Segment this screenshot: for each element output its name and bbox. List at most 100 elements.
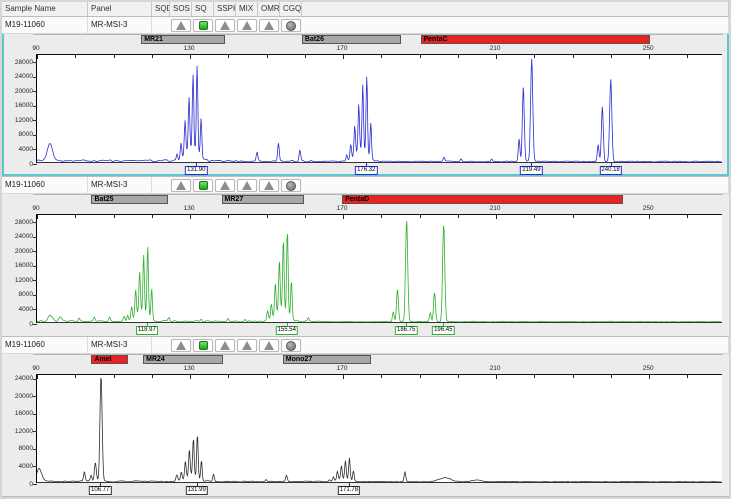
x-tick-mark xyxy=(151,55,153,58)
flag-omr-button[interactable] xyxy=(259,179,279,192)
column-header-sqd[interactable]: SQD xyxy=(152,2,170,16)
x-tick-label: 130 xyxy=(183,365,195,372)
trace-line xyxy=(37,377,722,482)
peak-size-label[interactable]: 131.99 xyxy=(185,486,208,495)
marker-range-pentad[interactable]: PentaD xyxy=(342,195,624,204)
x-tick-mark xyxy=(304,215,306,218)
flag-sq-button[interactable] xyxy=(193,339,213,352)
peak-size-label[interactable]: 155.54 xyxy=(275,326,298,335)
peak-size-label[interactable]: 240.18 xyxy=(599,166,622,175)
gray-circle-icon xyxy=(286,340,296,351)
y-tick-label: 0 xyxy=(29,160,33,168)
trace-plot[interactable]: 0 4000 8000 12000 16000 20000 24000 28000 xyxy=(15,54,722,168)
column-header-omr[interactable]: OMR xyxy=(258,2,280,16)
peak-tick xyxy=(366,163,368,166)
trace-plot[interactable]: 0 4000 8000 12000 16000 20000 24000 xyxy=(15,374,722,488)
flag-sqd-empty xyxy=(153,19,169,32)
warning-triangle-icon xyxy=(220,341,230,350)
marker-range-bat25[interactable]: Bat25 xyxy=(91,195,168,204)
y-tick-mark xyxy=(33,324,37,325)
column-header-cgq[interactable]: CGQ xyxy=(280,2,302,16)
y-tick-mark xyxy=(33,265,37,267)
trace-plot[interactable]: 0 4000 8000 12000 16000 20000 24000 28000 xyxy=(15,214,722,328)
column-header-sample-name[interactable]: Sample Name xyxy=(2,2,88,16)
flag-cgq-button[interactable] xyxy=(281,339,301,352)
panel-name: MR-MSI-3 xyxy=(88,337,152,353)
y-tick-mark xyxy=(33,149,37,151)
warning-triangle-icon xyxy=(242,21,252,30)
flag-cgq-button[interactable] xyxy=(281,19,301,32)
x-tick-mark xyxy=(304,55,306,58)
size-ruler: 90 130 170 210 250 xyxy=(2,365,729,374)
peak-size-label[interactable]: 118.97 xyxy=(135,326,158,335)
flag-mix-button[interactable] xyxy=(237,339,257,352)
flag-mix-button[interactable] xyxy=(237,19,257,32)
sample-row[interactable]: M19-11060 MR-MSI-3 xyxy=(2,17,729,34)
peak-size-label[interactable]: 176.32 xyxy=(355,166,378,175)
flag-sspk-button[interactable] xyxy=(215,179,235,192)
column-header-sq[interactable]: SQ xyxy=(192,2,214,16)
flag-mix-button[interactable] xyxy=(237,179,257,192)
x-tick-mark xyxy=(572,375,574,378)
sample-row[interactable]: M19-11060 MR-MSI-3 xyxy=(2,177,729,194)
marker-range-mr24[interactable]: MR24 xyxy=(143,355,224,364)
x-tick-mark xyxy=(534,55,536,58)
flag-sq-button[interactable] xyxy=(193,19,213,32)
x-tick-label: 130 xyxy=(183,205,195,212)
x-tick-mark xyxy=(687,55,689,58)
x-tick-label: 170 xyxy=(336,205,348,212)
column-header-sspk[interactable]: SSPK xyxy=(214,2,236,16)
sample-plots-container: M19-11060 MR-MSI-3 MR21 Bat26 PentaC 90 130 170… xyxy=(2,17,729,497)
x-tick-mark xyxy=(228,375,230,378)
x-tick-mark xyxy=(496,55,498,59)
marker-range-amel[interactable]: Amel xyxy=(91,355,128,364)
size-ruler: 90 130 170 210 250 xyxy=(2,45,729,54)
flag-sos-button[interactable] xyxy=(171,339,191,352)
flag-sos-button[interactable] xyxy=(171,19,191,32)
peak-tick xyxy=(196,483,198,486)
peak-size-label[interactable]: 186.75 xyxy=(394,326,418,335)
x-tick-mark xyxy=(75,55,77,58)
sample-name: M19-11060 xyxy=(2,177,88,193)
panel-name: MR-MSI-3 xyxy=(88,177,152,193)
marker-range-pentac[interactable]: PentaC xyxy=(420,35,651,44)
marker-bar-row: MR21 Bat26 PentaC xyxy=(2,35,729,45)
y-tick-label: 8000 xyxy=(18,291,33,299)
peak-size-label[interactable]: 196.45 xyxy=(432,326,455,335)
peak-size-label[interactable]: 219.49 xyxy=(520,166,543,175)
flag-cgq-button[interactable] xyxy=(281,179,301,192)
x-tick-mark xyxy=(496,375,498,379)
y-tick-label: 20000 xyxy=(14,392,33,400)
flag-omr-button[interactable] xyxy=(259,339,279,352)
marker-range-mr21[interactable]: MR21 xyxy=(141,35,226,44)
flag-sspk-button[interactable] xyxy=(215,19,235,32)
peak-label-row: 118.97 155.54 186.75 196.45 xyxy=(36,323,722,336)
y-tick-label: 24000 xyxy=(14,233,33,241)
column-header-panel[interactable]: Panel xyxy=(88,2,152,16)
y-tick-label: 28000 xyxy=(14,218,33,226)
flag-sq-button[interactable] xyxy=(193,179,213,192)
sample-row[interactable]: M19-11060 MR-MSI-3 xyxy=(2,337,729,354)
x-tick-mark xyxy=(381,375,383,378)
x-tick-mark xyxy=(649,375,651,379)
marker-range-bat26[interactable]: Bat26 xyxy=(301,35,402,44)
marker-range-mono27[interactable]: Mono27 xyxy=(282,355,371,364)
column-header-sos[interactable]: SOS xyxy=(170,2,192,16)
peak-tick xyxy=(443,323,445,326)
y-tick-mark xyxy=(33,378,37,380)
flag-sos-button[interactable] xyxy=(171,179,191,192)
flag-omr-button[interactable] xyxy=(259,19,279,32)
x-tick-mark xyxy=(343,375,345,379)
peak-size-label[interactable]: 171.78 xyxy=(337,486,361,495)
column-header-mix[interactable]: MIX xyxy=(236,2,258,16)
x-tick-mark xyxy=(534,215,536,218)
pass-square-icon xyxy=(198,181,208,190)
flag-sspk-button[interactable] xyxy=(215,339,235,352)
x-tick-label: 250 xyxy=(642,365,654,372)
y-tick-mark xyxy=(33,236,37,238)
marker-range-mr27[interactable]: MR27 xyxy=(221,195,304,204)
y-tick-label: 16000 xyxy=(14,102,33,110)
peak-size-label[interactable]: 131.90 xyxy=(185,166,208,175)
peak-size-label[interactable]: 106.77 xyxy=(88,486,112,495)
panel-name: MR-MSI-3 xyxy=(88,17,152,33)
